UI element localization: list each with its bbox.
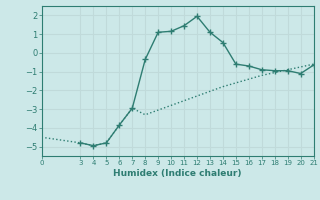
X-axis label: Humidex (Indice chaleur): Humidex (Indice chaleur) <box>113 169 242 178</box>
